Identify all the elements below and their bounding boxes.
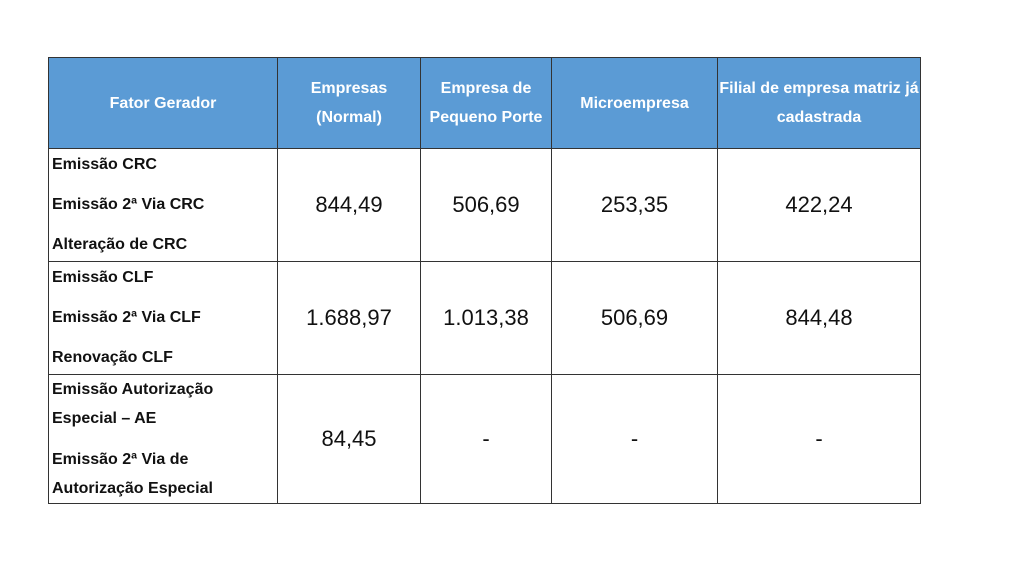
value-cell: 844,48 (717, 261, 921, 375)
factor-cell: Emissão CRC Emissão 2ª Via CRC Alteração… (48, 148, 278, 262)
table-row: Emissão CLF Emissão 2ª Via CLF Renovação… (48, 261, 921, 375)
fees-table: Fator Gerador Empresas (Normal) Empresa … (48, 57, 921, 504)
value-cell: - (420, 374, 552, 504)
value-cell: - (717, 374, 921, 504)
factor-line: Especial – AE (52, 410, 157, 427)
factor-line: Emissão 2ª Via CLF (52, 309, 201, 326)
table-row: Emissão CRC Emissão 2ª Via CRC Alteração… (48, 148, 921, 262)
value-cell: 84,45 (277, 374, 421, 504)
header-filial: Filial de empresa matriz já cadastrada (717, 57, 921, 149)
factor-line: Emissão CLF (52, 269, 154, 286)
factor-line: Autorização Especial (52, 480, 213, 497)
factor-line: Emissão CRC (52, 156, 157, 173)
value-cell: 844,49 (277, 148, 421, 262)
factor-line: Alteração de CRC (52, 236, 188, 253)
header-fator-gerador: Fator Gerador (48, 57, 278, 149)
header-empresas-normal: Empresas (Normal) (277, 57, 421, 149)
table-row: Emissão Autorização Especial – AE Emissã… (48, 374, 921, 504)
value-cell: 1.013,38 (420, 261, 552, 375)
value-cell: 1.688,97 (277, 261, 421, 375)
factor-cell: Emissão Autorização Especial – AE Emissã… (48, 374, 278, 504)
value-cell: 506,69 (420, 148, 552, 262)
value-cell: 506,69 (551, 261, 718, 375)
value-cell: - (551, 374, 718, 504)
header-empresa-pequeno-porte: Empresa de Pequeno Porte (420, 57, 552, 149)
factor-cell: Emissão CLF Emissão 2ª Via CLF Renovação… (48, 261, 278, 375)
factor-line: Emissão 2ª Via CRC (52, 196, 205, 213)
value-cell: 422,24 (717, 148, 921, 262)
factor-line: Emissão 2ª Via de (52, 451, 189, 468)
factor-line: Renovação CLF (52, 349, 173, 366)
factor-line: Emissão Autorização (52, 381, 214, 398)
table-header-row: Fator Gerador Empresas (Normal) Empresa … (48, 57, 921, 149)
header-microempresa: Microempresa (551, 57, 718, 149)
value-cell: 253,35 (551, 148, 718, 262)
